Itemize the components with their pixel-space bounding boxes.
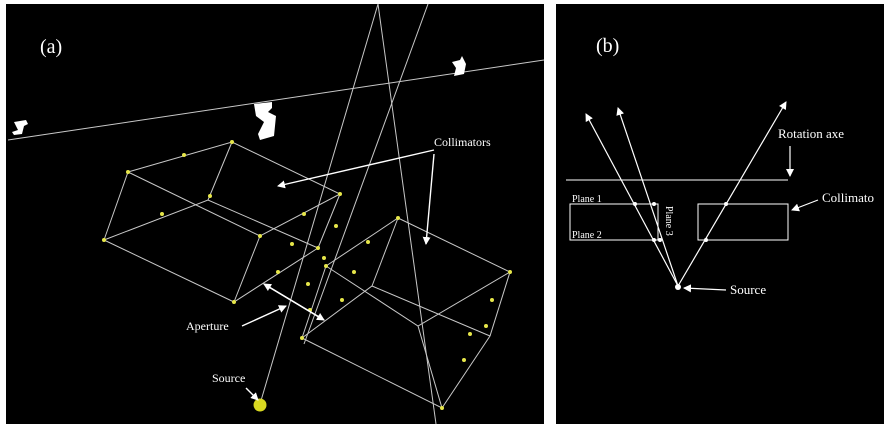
source-arrow: [245, 387, 259, 401]
collimator-arrow: [791, 199, 819, 212]
source-label: Source: [212, 371, 245, 385]
source-point-icon: [675, 284, 681, 290]
detector-silhouette-icon: [452, 56, 466, 76]
panel-a-arrows: [241, 149, 435, 401]
panel-b-arrows: [683, 146, 819, 293]
detector-silhouette-icon: [254, 102, 276, 140]
ray-1: [585, 113, 679, 287]
collimators-label: Collimators: [434, 135, 491, 149]
panel-b-label: (b): [596, 35, 619, 57]
left-collimator-rect: [569, 203, 659, 241]
panel-a-label: (a): [40, 36, 62, 58]
panel-b-schematic: (b) Rotation axe Collimato Plane 1 Plane…: [556, 4, 884, 424]
plane2-label: Plane 2: [572, 230, 602, 241]
diagonal-axis-line: [303, 4, 429, 345]
source-ray-line: [259, 4, 379, 405]
left-collimator-box: [103, 141, 342, 303]
ray-2: [616, 107, 679, 287]
right-collimator-box: [301, 217, 512, 409]
aperture-arrow: [241, 305, 287, 327]
detector-silhouette-icon: [12, 120, 28, 135]
collimators-arrow-left: [277, 149, 435, 189]
collimator-label: Collimato: [822, 190, 874, 205]
panel-a-diagram: (a) Collimators Aperture Source: [7, 4, 544, 424]
rays: [585, 101, 787, 287]
intersection-dots: [102, 140, 512, 410]
rotation-axe-label: Rotation axe: [778, 126, 844, 141]
horizontal-axis-line: [7, 59, 544, 141]
ray-intersection-dots: [633, 202, 728, 242]
source-sphere-icon: [253, 398, 267, 412]
collimators-arrow-right: [422, 153, 435, 245]
panel-b-diagram: (b) Rotation axe Collimato Plane 1 Plane…: [566, 35, 874, 297]
aperture-label: Aperture: [186, 319, 229, 333]
plane3-label: Plane 3: [663, 206, 674, 236]
ray-3: [677, 101, 787, 287]
source-arrow: [683, 284, 727, 293]
source-label: Source: [730, 282, 766, 297]
vertical-axis-line: [377, 4, 437, 424]
panel-a-3d-view: (a) Collimators Aperture Source: [6, 4, 544, 424]
detector-silhouettes: [12, 56, 466, 140]
right-collimator-rect: [697, 203, 789, 241]
plane1-label: Plane 1: [572, 194, 602, 205]
